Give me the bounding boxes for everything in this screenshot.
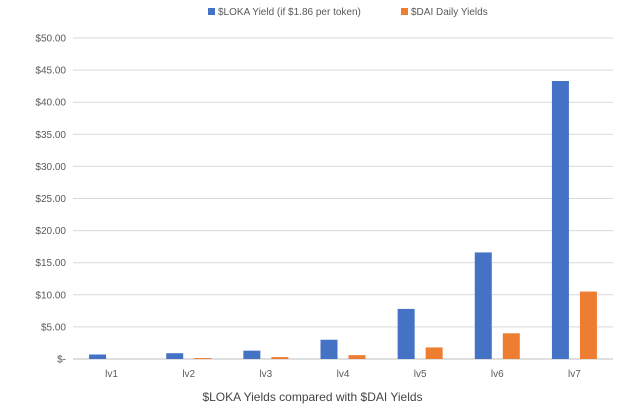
bar-dai-lv3 xyxy=(271,357,289,359)
bar-dai-lv6 xyxy=(502,333,520,359)
bar-dai-lv5 xyxy=(425,347,443,359)
y-tick-label: $- xyxy=(57,355,66,366)
x-tick-label: lv6 xyxy=(491,369,504,380)
x-tick-label: lv1 xyxy=(105,369,118,380)
y-tick-label: $10.00 xyxy=(35,290,66,301)
y-tick-label: $45.00 xyxy=(35,66,66,77)
legend-swatch-loka xyxy=(208,8,215,15)
legend-label-dai: $DAI Daily Yields xyxy=(411,7,488,18)
bar-loka-lv3 xyxy=(243,350,261,359)
bar-loka-lv1 xyxy=(89,354,107,359)
y-tick-label: $20.00 xyxy=(35,226,66,237)
y-tick-label: $50.00 xyxy=(35,34,66,45)
bar-loka-lv7 xyxy=(551,81,569,359)
x-tick-label: lv4 xyxy=(337,369,350,380)
y-tick-label: $30.00 xyxy=(35,162,66,173)
bar-loka-lv5 xyxy=(397,308,415,359)
bar-loka-lv2 xyxy=(166,353,184,359)
legend-label-loka: $LOKA Yield (if $1.86 per token) xyxy=(218,7,361,18)
chart-caption: $LOKA Yields compared with $DAI Yields xyxy=(202,390,423,404)
y-tick-label: $5.00 xyxy=(41,322,66,333)
bar-dai-lv2 xyxy=(194,358,212,359)
bar-loka-lv4 xyxy=(320,339,338,359)
bar-dai-lv4 xyxy=(348,355,366,359)
y-tick-label: $15.00 xyxy=(35,258,66,269)
y-tick-label: $40.00 xyxy=(35,98,66,109)
x-tick-label: lv5 xyxy=(414,369,427,380)
bar-loka-lv6 xyxy=(474,252,492,359)
x-tick-label: lv3 xyxy=(259,369,272,380)
x-tick-label: lv2 xyxy=(182,369,195,380)
x-tick-label: lv7 xyxy=(568,369,581,380)
y-tick-label: $35.00 xyxy=(35,130,66,141)
bar-dai-lv7 xyxy=(579,291,597,359)
legend-swatch-dai xyxy=(401,8,408,15)
y-tick-label: $25.00 xyxy=(35,194,66,205)
